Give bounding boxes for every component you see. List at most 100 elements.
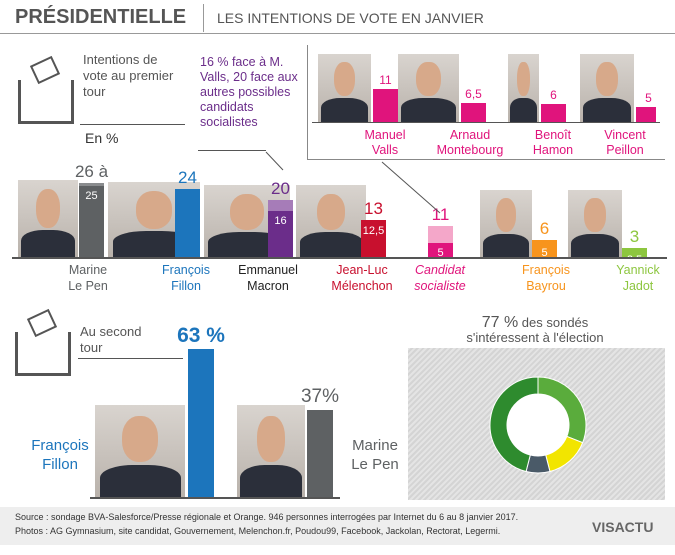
value-label: 6 (550, 88, 557, 102)
bar-low (175, 188, 200, 257)
name-line: François (162, 263, 210, 277)
inner-label: 25 (85, 189, 98, 202)
value-label: 24 (178, 167, 197, 187)
inner-label: 16 (274, 215, 287, 228)
bar (541, 104, 566, 122)
page-subtitle: LES INTENTIONS DE VOTE EN JANVIER (217, 10, 484, 26)
second-baseline (90, 497, 340, 499)
inner-label: 5 (437, 246, 444, 259)
bar-low (428, 242, 453, 257)
photo-head (495, 198, 517, 232)
donut-hole (507, 394, 569, 456)
name-line: Arnaud (449, 128, 491, 142)
candidate-photo (18, 180, 78, 257)
second-round-label: Au second tour (80, 324, 142, 355)
connector-lines (265, 151, 441, 214)
photo-head (596, 62, 618, 97)
name-line: Bayrou (526, 279, 566, 293)
candidate-photo (568, 190, 622, 257)
name-line: Le Pen (351, 456, 399, 473)
rule (80, 124, 185, 125)
rule (78, 358, 183, 359)
bar (461, 102, 486, 122)
candidate-photo (296, 185, 366, 257)
header: PRÉSIDENTIELLE LES INTENTIONS DE VOTE EN… (0, 0, 675, 34)
socialist-note: 16 % face à M. Valls, 20 face aux autres… (200, 55, 298, 129)
bar (373, 89, 398, 122)
bar-low (361, 221, 386, 257)
photo-head (135, 191, 173, 229)
value-label: 26 à (74, 161, 109, 181)
name-line: Montebourg (436, 143, 504, 157)
photo-head (36, 189, 60, 228)
photo-body (401, 98, 456, 122)
photo-head (416, 62, 441, 97)
photo-head (584, 198, 606, 232)
name-line: Macron (247, 279, 289, 293)
value-label: 6 (539, 218, 550, 238)
rule (198, 150, 266, 151)
photo-body (320, 98, 369, 122)
name-line: Vincent (604, 128, 646, 142)
name-line: Fillon (171, 279, 201, 293)
name-line: Mélenchon (331, 279, 393, 293)
interest-pct: 77 % (481, 314, 519, 331)
name-line: Yannick (616, 263, 660, 277)
socialist-inset (307, 45, 665, 160)
ballot-box-icon (18, 80, 74, 124)
photo-body (99, 464, 181, 497)
unit-label: En % (85, 130, 119, 146)
candidate-photo (480, 190, 532, 257)
bar-low (79, 185, 104, 257)
photo-head (517, 62, 530, 97)
candidate-name: Candidat socialiste (400, 262, 480, 294)
footer: Source : sondage BVA-Salesforce/Presse r… (0, 507, 675, 545)
name-line: Manuel (364, 128, 406, 142)
inset-baseline (312, 122, 660, 123)
inner-label: 12,5 (362, 225, 385, 238)
bar-low (622, 249, 647, 257)
candidate-name: Jean-Luc Mélenchon (322, 262, 402, 294)
candidate-name: Marine Le Pen (48, 262, 128, 294)
bar-low (268, 211, 293, 257)
interest-title: 77 % des sondés s'intéressent à l'électio… (410, 314, 660, 346)
photo-credits: Photos : AG Gymnasium, site candidat, Go… (15, 526, 501, 536)
name-line: François (31, 437, 89, 454)
ballot-box-icon (15, 332, 71, 376)
bar (188, 348, 214, 497)
candidate-name: Arnaud Montebourg (425, 128, 515, 158)
photo-body (21, 230, 75, 257)
visactu-logo: VISACTU (592, 519, 654, 535)
candidate-photo (398, 54, 459, 122)
page-title: PRÉSIDENTIELLE (15, 6, 187, 28)
first-round-label: Intentions de vote au premier tour (83, 52, 174, 99)
name-line: Fillon (42, 456, 78, 473)
candidate-name: Yannick Jadot (598, 262, 675, 294)
divider (203, 4, 204, 32)
photo-head (229, 193, 265, 230)
baseline (12, 257, 667, 259)
interest-text: des sondés (521, 315, 589, 330)
bar (636, 107, 656, 122)
source-text: Source : sondage BVA-Salesforce/Presse r… (15, 512, 519, 522)
name-line: Jean-Luc (336, 263, 388, 277)
name-line: Emmanuel (238, 263, 298, 277)
candidate-photo (237, 405, 305, 497)
photo-body (299, 231, 363, 257)
candidate-photo (95, 405, 185, 497)
photo-body (240, 464, 302, 497)
photo-body (570, 233, 620, 257)
photo-body (509, 98, 538, 122)
photo-body (482, 233, 530, 257)
bar-low (532, 242, 557, 257)
name-line: Hamon (532, 143, 574, 157)
bar (307, 410, 333, 497)
candidate-name: François Fillon (146, 262, 226, 294)
photo-head (257, 416, 285, 463)
value-label: 20 (271, 179, 290, 198)
name-line: Marine (352, 437, 398, 454)
name-line: Candidat (414, 263, 466, 277)
inner-label: 2,5 (626, 253, 643, 266)
photo-body (582, 98, 632, 122)
donut-chart (489, 376, 587, 474)
